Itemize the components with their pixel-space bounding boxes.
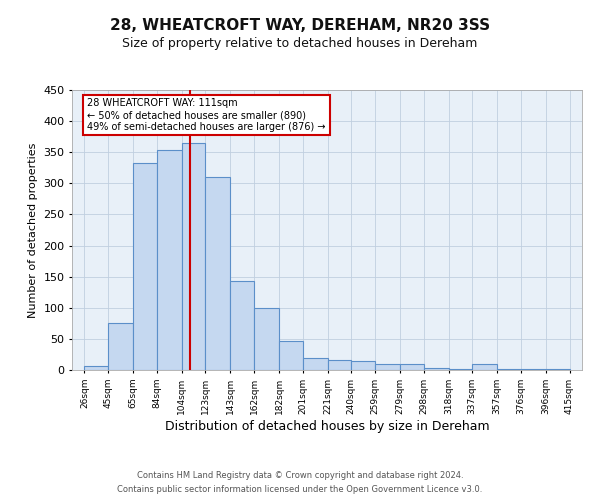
Bar: [424, 368, 449, 370]
Text: Size of property relative to detached houses in Dereham: Size of property relative to detached ho…: [122, 38, 478, 51]
Bar: [205, 177, 230, 370]
Bar: [230, 281, 254, 370]
Bar: [85, 366, 108, 370]
Bar: [133, 163, 157, 370]
Bar: [279, 342, 302, 370]
Bar: [157, 150, 182, 370]
Bar: [546, 369, 569, 370]
Text: Contains HM Land Registry data © Crown copyright and database right 2024.: Contains HM Land Registry data © Crown c…: [137, 472, 463, 480]
Bar: [254, 308, 279, 370]
Bar: [375, 364, 400, 370]
Bar: [302, 358, 328, 370]
Bar: [182, 143, 205, 370]
X-axis label: Distribution of detached houses by size in Dereham: Distribution of detached houses by size …: [164, 420, 490, 432]
Bar: [352, 362, 375, 370]
Bar: [400, 364, 424, 370]
Text: 28, WHEATCROFT WAY, DEREHAM, NR20 3SS: 28, WHEATCROFT WAY, DEREHAM, NR20 3SS: [110, 18, 490, 32]
Text: Contains public sector information licensed under the Open Government Licence v3: Contains public sector information licen…: [118, 486, 482, 494]
Text: 28 WHEATCROFT WAY: 111sqm
← 50% of detached houses are smaller (890)
49% of semi: 28 WHEATCROFT WAY: 111sqm ← 50% of detac…: [88, 98, 326, 132]
Bar: [472, 364, 497, 370]
Bar: [328, 360, 352, 370]
Y-axis label: Number of detached properties: Number of detached properties: [28, 142, 38, 318]
Bar: [108, 324, 133, 370]
